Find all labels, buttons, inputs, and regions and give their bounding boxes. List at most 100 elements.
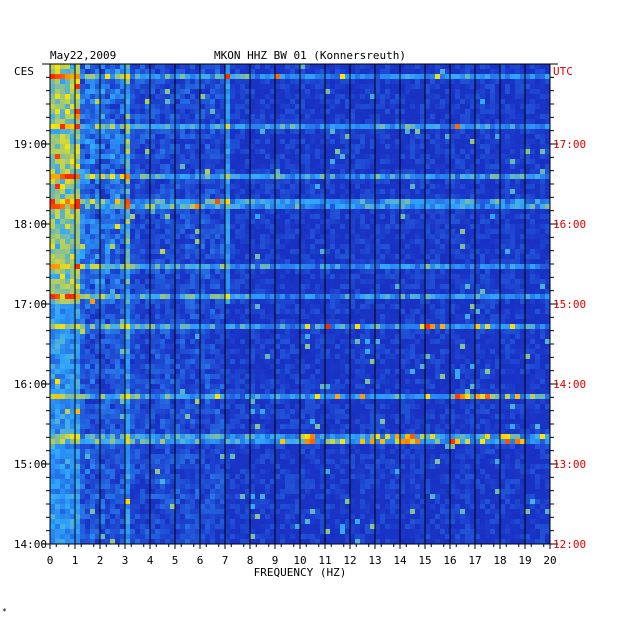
heatmap-cell [505, 94, 511, 100]
heatmap-cell [75, 199, 81, 205]
heatmap-cell [90, 164, 96, 170]
heatmap-cell [265, 139, 271, 145]
heatmap-cell [460, 239, 466, 245]
heatmap-cell [55, 139, 61, 145]
heatmap-cell [205, 64, 211, 70]
heatmap-cell [125, 239, 131, 245]
heatmap-cell [195, 179, 201, 185]
heatmap-cell [450, 179, 456, 185]
heatmap-cell [205, 299, 211, 305]
heatmap-cell [450, 174, 456, 180]
heatmap-cell [275, 189, 281, 195]
heatmap-cell [235, 274, 241, 280]
heatmap-cell [135, 74, 141, 80]
heatmap-cell [385, 94, 391, 100]
heatmap-cell [435, 249, 441, 255]
heatmap-cell [340, 214, 346, 220]
heatmap-cell [345, 244, 351, 250]
heatmap-cell [285, 89, 291, 95]
heatmap-cell [165, 234, 171, 240]
heatmap-cell [175, 209, 181, 215]
heatmap-cell [310, 84, 316, 90]
heatmap-cell [115, 169, 121, 175]
heatmap-cell [340, 139, 346, 145]
heatmap-cell [440, 294, 446, 300]
heatmap-cell [490, 234, 496, 240]
heatmap-cell [430, 239, 436, 245]
heatmap-cell [390, 284, 396, 290]
heatmap-cell [460, 229, 466, 235]
heatmap-cell [425, 254, 431, 260]
heatmap-cell [300, 254, 306, 260]
heatmap-cell [205, 164, 211, 170]
heatmap-cell [460, 184, 466, 190]
heatmap-cell [190, 229, 196, 235]
heatmap-cell [130, 104, 136, 110]
heatmap-cell [440, 149, 446, 155]
heatmap-cell [240, 294, 246, 300]
heatmap-cell [275, 89, 281, 95]
heatmap-cell [130, 304, 136, 310]
heatmap-cell [375, 89, 381, 95]
heatmap-cell [375, 119, 381, 125]
heatmap-cell [275, 99, 281, 105]
heatmap-cell [200, 194, 206, 200]
heatmap-cell [75, 274, 81, 280]
heatmap-cell [65, 124, 71, 130]
heatmap-cell [190, 94, 196, 100]
heatmap-cell [520, 74, 526, 80]
heatmap-cell [185, 144, 191, 150]
heatmap-cell [275, 244, 281, 250]
heatmap-cell [50, 174, 56, 180]
heatmap-cell [125, 199, 131, 205]
heatmap-cell [280, 99, 286, 105]
heatmap-cell [520, 234, 526, 240]
heatmap-cell [400, 294, 406, 300]
heatmap-cell [370, 179, 376, 185]
heatmap-cell [470, 284, 476, 290]
heatmap-cell [515, 224, 521, 230]
heatmap-cell [280, 169, 286, 175]
heatmap-cell [455, 214, 461, 220]
heatmap-cell [355, 164, 361, 170]
heatmap-cell [195, 154, 201, 160]
heatmap-cell [485, 244, 491, 250]
heatmap-cell [545, 294, 551, 300]
heatmap-cell [245, 184, 251, 190]
heatmap-cell [50, 309, 56, 315]
heatmap-cell [150, 224, 156, 230]
heatmap-cell [150, 134, 156, 140]
heatmap-cell [445, 249, 451, 255]
heatmap-cell [55, 254, 61, 260]
heatmap-cell [250, 234, 256, 240]
heatmap-cell [235, 294, 241, 300]
heatmap-cell [320, 134, 326, 140]
heatmap-cell [525, 184, 531, 190]
heatmap-cell [90, 64, 96, 70]
heatmap-cell [345, 154, 351, 160]
heatmap-cell [500, 229, 506, 235]
heatmap-cell [75, 174, 81, 180]
heatmap-cell [465, 89, 471, 95]
heatmap-cell [355, 244, 361, 250]
heatmap-cell [495, 184, 501, 190]
heatmap-cell [75, 269, 81, 275]
heatmap-cell [225, 134, 231, 140]
heatmap-cell [515, 149, 521, 155]
heatmap-cell [400, 219, 406, 225]
heatmap-cell [90, 229, 96, 235]
heatmap-cell [70, 109, 76, 115]
heatmap-cell [510, 94, 516, 100]
heatmap-cell [285, 169, 291, 175]
heatmap-cell [185, 244, 191, 250]
heatmap-cell [50, 194, 56, 200]
heatmap-cell [530, 99, 536, 105]
heatmap-cell [280, 124, 286, 130]
heatmap-cell [425, 299, 431, 305]
heatmap-cell [545, 184, 551, 190]
heatmap-cell [95, 94, 101, 100]
heatmap-cell [90, 249, 96, 255]
heatmap-cell [175, 139, 181, 145]
heatmap-cell [450, 69, 456, 75]
heatmap-cell [85, 259, 91, 265]
